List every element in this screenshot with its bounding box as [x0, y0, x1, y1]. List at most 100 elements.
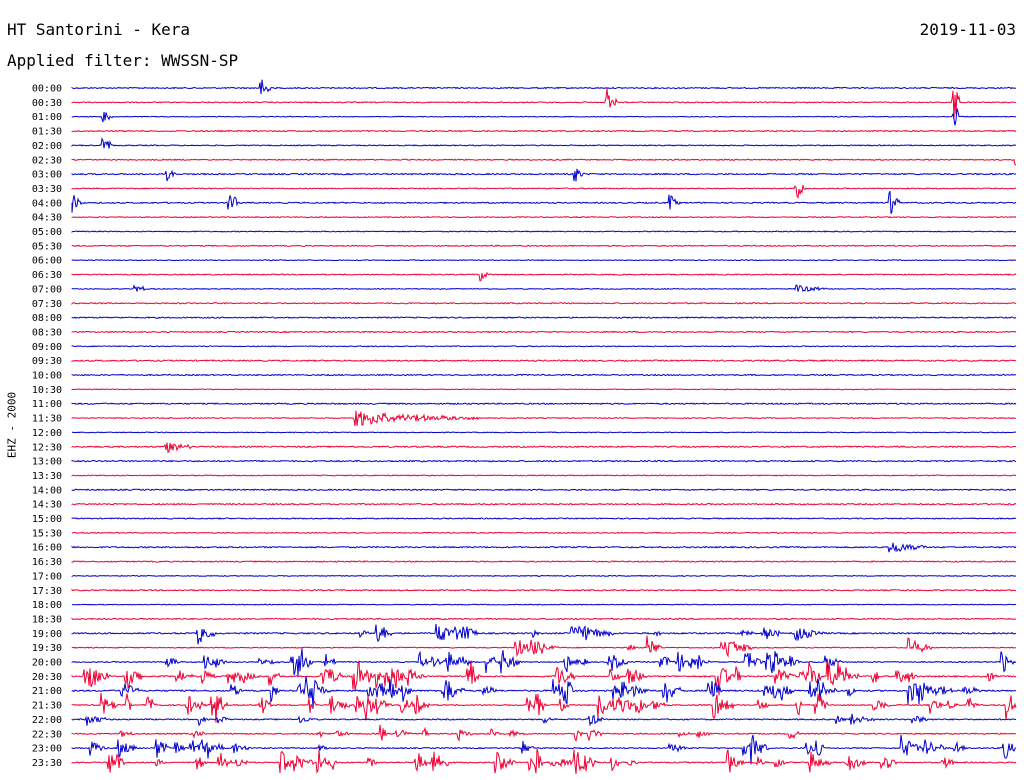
- station-title: HT Santorini - Kera: [7, 20, 191, 39]
- time-tick-label: 19:30: [32, 643, 62, 654]
- time-tick-label: 13:30: [32, 471, 62, 482]
- time-tick-label: 18:30: [32, 614, 62, 625]
- trace-row-21:00: [71, 676, 1017, 710]
- trace-row-09:30: [71, 359, 1017, 363]
- time-tick-label: 01:30: [32, 127, 62, 138]
- trace-row-06:00: [71, 259, 1017, 262]
- trace-row-22:30: [71, 724, 1017, 742]
- trace-row-10:00: [71, 373, 1017, 377]
- time-tick-label: 08:30: [32, 327, 62, 338]
- time-tick-label: 15:00: [32, 514, 62, 525]
- filter-label: Applied filter: WWSSN-SP: [7, 51, 239, 70]
- trace-row-10:30: [71, 388, 1016, 391]
- trace-row-06:30: [71, 271, 1017, 282]
- trace-row-18:30: [71, 617, 1017, 621]
- trace-row-05:00: [71, 230, 1017, 233]
- trace-row-13:30: [71, 474, 1017, 477]
- time-tick-label: 04:00: [32, 198, 62, 209]
- trace-row-17:00: [71, 574, 1017, 577]
- time-tick-label: 21:30: [32, 701, 62, 712]
- time-tick-label: 18:00: [32, 600, 62, 611]
- time-tick-label: 03:30: [32, 184, 62, 195]
- time-tick-label: 00:00: [32, 84, 62, 95]
- time-tick-label: 17:00: [32, 571, 62, 582]
- trace-row-02:30: [71, 158, 1017, 166]
- time-tick-label: 07:30: [32, 299, 62, 310]
- trace-row-03:30: [71, 184, 1017, 199]
- time-tick-label: 15:30: [32, 528, 62, 539]
- trace-row-07:00: [71, 284, 1017, 293]
- trace-row-12:30: [71, 442, 1017, 454]
- time-tick-label: 12:00: [32, 428, 62, 439]
- time-tick-label: 21:00: [32, 686, 62, 697]
- time-tick-label: 11:30: [32, 414, 62, 425]
- trace-row-19:00: [71, 623, 1017, 645]
- time-tick-label: 16:30: [32, 557, 62, 568]
- time-tick-label: 14:30: [32, 500, 62, 511]
- time-tick-label: 13:00: [32, 457, 62, 468]
- trace-row-08:30: [71, 330, 1017, 334]
- trace-row-02:00: [71, 137, 1017, 149]
- time-tick-label: 20:00: [32, 658, 62, 669]
- time-tick-label: 00:30: [32, 98, 62, 109]
- trace-row-20:30: [71, 660, 1017, 696]
- time-tick-label: 09:00: [32, 342, 62, 353]
- time-tick-label: 19:00: [32, 629, 62, 640]
- trace-row-00:00: [71, 79, 1017, 95]
- time-tick-label: 10:00: [32, 371, 62, 382]
- trace-row-09:00: [71, 345, 1017, 348]
- trace-row-23:00: [71, 734, 1017, 765]
- trace-row-20:00: [71, 648, 1017, 676]
- time-tick-label: 01:00: [32, 112, 62, 123]
- record-date: 2019-11-03: [919, 20, 1016, 39]
- time-tick-label: 04:30: [32, 213, 62, 224]
- time-tick-label: 11:00: [32, 399, 62, 410]
- trace-row-16:00: [71, 542, 1017, 553]
- trace-row-04:00: [71, 190, 1017, 214]
- time-tick-label: 06:30: [32, 270, 62, 281]
- time-tick-label: 03:00: [32, 170, 62, 181]
- trace-row-19:30: [71, 635, 1017, 658]
- time-tick-label: 06:00: [32, 256, 62, 267]
- trace-row-12:00: [71, 431, 1016, 434]
- time-tick-label: 02:30: [32, 155, 62, 166]
- trace-row-14:30: [71, 502, 1017, 506]
- time-tick-label: 16:00: [32, 543, 62, 554]
- time-tick-label: 12:30: [32, 442, 62, 453]
- trace-row-15:00: [71, 517, 1017, 520]
- time-tick-label: 07:00: [32, 284, 62, 295]
- trace-row-08:00: [71, 316, 1017, 319]
- time-tick-label: 14:00: [32, 485, 62, 496]
- trace-row-21:30: [71, 693, 1017, 723]
- time-tick-label: 10:30: [32, 385, 62, 396]
- trace-row-01:30: [71, 129, 1017, 133]
- time-tick-label: 08:00: [32, 313, 62, 324]
- trace-row-07:30: [71, 301, 1017, 306]
- trace-row-23:30: [71, 748, 1017, 775]
- trace-row-00:30: [71, 88, 1017, 119]
- time-tick-label: 05:30: [32, 241, 62, 252]
- time-tick-label: 20:30: [32, 672, 62, 683]
- trace-row-01:00: [71, 108, 1017, 126]
- trace-row-04:30: [71, 216, 1017, 219]
- time-tick-label: 22:00: [32, 715, 62, 726]
- time-tick-label: 09:30: [32, 356, 62, 367]
- time-tick-label: 22:30: [32, 729, 62, 740]
- trace-row-15:30: [71, 531, 1017, 534]
- trace-row-14:00: [71, 488, 1017, 492]
- time-tick-label: 05:00: [32, 227, 62, 238]
- trace-row-11:00: [71, 402, 1017, 406]
- trace-row-16:30: [71, 560, 1017, 563]
- time-tick-label: 23:30: [32, 758, 62, 769]
- time-tick-label: 02:00: [32, 141, 62, 152]
- trace-row-17:30: [71, 588, 1017, 592]
- trace-row-13:00: [71, 459, 1017, 463]
- time-tick-label: 23:00: [32, 744, 62, 755]
- trace-row-03:00: [71, 168, 1017, 182]
- time-tick-label: 17:30: [32, 586, 62, 597]
- trace-row-11:30: [71, 410, 1017, 427]
- trace-row-22:00: [71, 713, 1017, 727]
- trace-row-18:00: [72, 603, 1016, 606]
- trace-row-05:30: [71, 244, 1017, 248]
